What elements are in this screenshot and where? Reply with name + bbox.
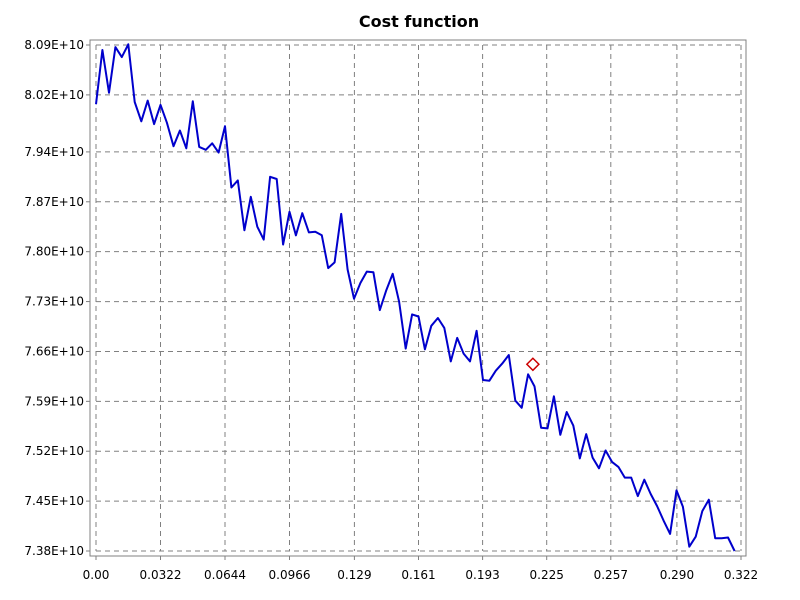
marker-layer: [525, 357, 540, 372]
y-tick-label: 7.66E+10: [24, 344, 84, 358]
y-tick-label: 7.59E+10: [24, 394, 84, 408]
y-tick-label: 8.09E+10: [24, 38, 84, 52]
x-tick-label: 0.225: [530, 568, 564, 582]
series-layer: [95, 43, 736, 552]
axes-ticks: [86, 44, 742, 560]
x-tick-label: 0.290: [660, 568, 694, 582]
y-tick-label: 7.73E+10: [24, 295, 84, 309]
y-tick-label: 7.52E+10: [24, 444, 84, 458]
series-line: [95, 43, 736, 552]
x-tick-label: 0.322: [724, 568, 758, 582]
y-tick-label: 7.94E+10: [24, 145, 84, 159]
y-tick-label: 8.02E+10: [24, 88, 84, 102]
x-tick-label: 0.129: [337, 568, 371, 582]
x-tick-label: 0.193: [465, 568, 499, 582]
grid: [95, 44, 742, 552]
x-tick-label: 0.0966: [269, 568, 311, 582]
highlight-marker: [525, 357, 540, 372]
y-tick-label: 7.38E+10: [24, 544, 84, 558]
y-tick-label: 7.80E+10: [24, 245, 84, 259]
x-tick-label: 0.0644: [204, 568, 246, 582]
x-tick-label: 0.0322: [140, 568, 182, 582]
x-tick-label: 0.161: [401, 568, 435, 582]
y-tick-label: 7.87E+10: [24, 195, 84, 209]
chart-title: Cost function: [359, 12, 479, 31]
x-tick-label: 0.00: [83, 568, 110, 582]
x-axis-tick-labels: 0.00 0.0322 0.0644 0.0966 0.129 0.161 0.193 0.2…: [83, 568, 759, 582]
y-tick-label: 7.45E+10: [24, 494, 84, 508]
y-axis-tick-labels: 7.38E+10 7.45E+10 7.52E+10 7.59E+10 7.66E+10…: [24, 38, 84, 558]
x-tick-label: 0.257: [594, 568, 628, 582]
